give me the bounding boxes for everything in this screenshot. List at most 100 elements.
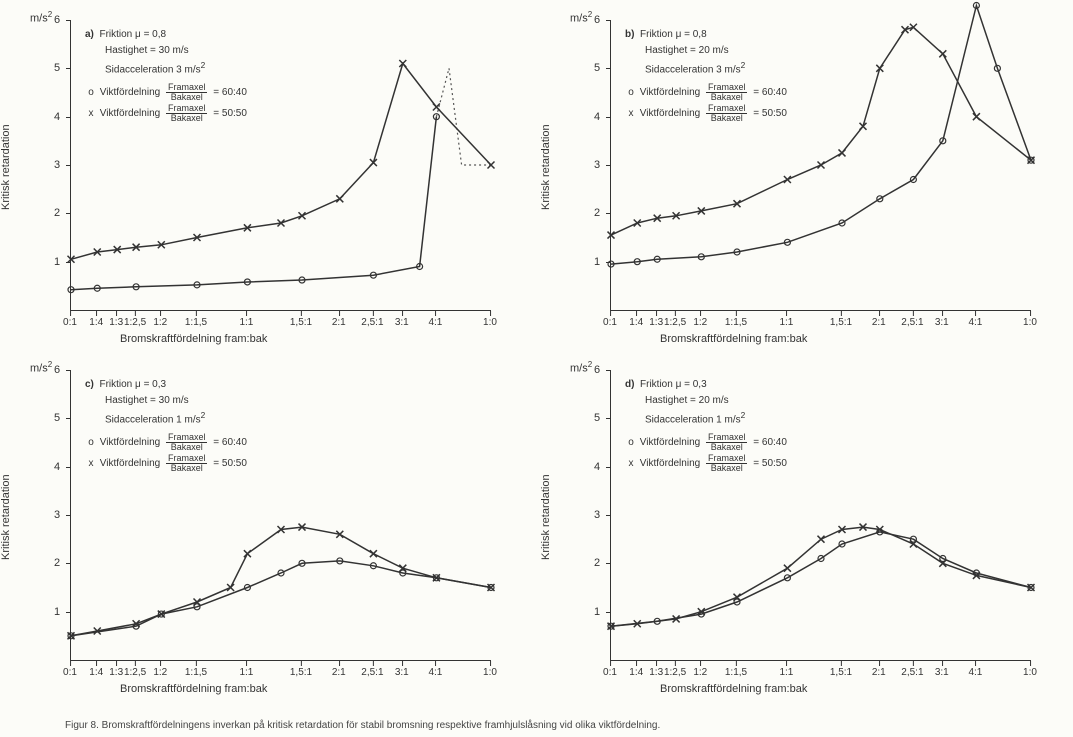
x-tick: 1:0 <box>483 317 497 328</box>
legend-line: Hastighet = 20 m/s <box>645 394 787 408</box>
marker-x <box>370 550 377 557</box>
marker-x <box>244 550 251 557</box>
y-tick: 1 <box>54 606 60 618</box>
panel-tag: d) Friktion μ = 0,3 <box>625 378 787 392</box>
chart-panel-c: m/s2Kritisk retardation1234560:11:41:31:… <box>10 360 520 700</box>
marker-x <box>784 176 791 183</box>
panel-tag: c) Friktion μ = 0,3 <box>85 378 247 392</box>
series-line <box>611 532 1031 626</box>
y-tick: 4 <box>594 111 600 123</box>
x-tick: 3:1 <box>395 317 409 328</box>
chart-legend: b) Friktion μ = 0,8Hastighet = 20 m/sSid… <box>625 28 787 125</box>
legend-series-x: x Viktfördelning FramaxelBakaxel = 50:50 <box>85 104 247 123</box>
y-axis-label: Kritisk retardation <box>0 124 12 210</box>
chart-panel-b: m/s2Kritisk retardation1234560:11:41:31:… <box>550 10 1060 350</box>
marker-x <box>227 584 234 591</box>
legend-series-o: o Viktfördelning FramaxelBakaxel = 60:40 <box>85 433 247 452</box>
y-tick: 5 <box>54 412 60 424</box>
legend-series-o: o Viktfördelning FramaxelBakaxel = 60:40 <box>625 433 787 452</box>
marker-x <box>910 541 917 548</box>
series-line <box>71 117 436 290</box>
figure-caption: Figur 8. Bromskraftfördelningens inverka… <box>65 720 660 733</box>
chart-legend: c) Friktion μ = 0,3 Hastighet = 30 m/s Sid… <box>85 378 247 475</box>
marker-x <box>608 232 615 239</box>
panel-tag: b) Friktion μ = 0,8 <box>625 28 787 42</box>
legend-line: Sidacceleration 3 m/s2 <box>105 60 247 77</box>
x-tick: 1:3 <box>109 317 123 328</box>
x-tick: 2,5:1 <box>361 317 383 328</box>
x-tick: 1:1,5 <box>725 667 747 678</box>
x-tick: 1:2,5 <box>124 317 146 328</box>
x-tick: 1,5:1 <box>830 317 852 328</box>
x-tick: 1:2 <box>153 317 167 328</box>
series-line <box>611 527 1031 626</box>
y-tick: 3 <box>54 509 60 521</box>
figure-page: m/s2Kritisk retardation1234560:11:41:31:… <box>10 10 1063 727</box>
y-unit-label: m/s2 <box>30 10 52 25</box>
x-tick: 1:1 <box>779 667 793 678</box>
x-tick: 1,5:1 <box>290 317 312 328</box>
chart-legend: a) Friktion μ = 0,8Hastighet = 30 m/sSid… <box>85 28 247 125</box>
y-unit-label: m/s2 <box>570 360 592 375</box>
x-tick: 1,5:1 <box>830 667 852 678</box>
x-tick: 1,5:1 <box>290 667 312 678</box>
legend-series-x: x Viktfördelning FramaxelBakaxel = 50:50 <box>625 104 787 123</box>
x-tick: 4:1 <box>968 667 982 678</box>
x-tick: 1:1,5 <box>185 667 207 678</box>
x-tick: 1:3 <box>649 317 663 328</box>
x-tick: 1:4 <box>89 317 103 328</box>
x-tick: 1:2,5 <box>124 667 146 678</box>
y-tick: 4 <box>594 461 600 473</box>
y-tick: 6 <box>594 14 600 26</box>
x-tick: 1:0 <box>483 667 497 678</box>
y-tick: 1 <box>594 606 600 618</box>
x-tick: 2:1 <box>332 317 346 328</box>
x-tick: 3:1 <box>395 667 409 678</box>
y-tick: 3 <box>594 509 600 521</box>
y-tick: 1 <box>594 256 600 268</box>
y-unit-label: m/s2 <box>570 10 592 25</box>
legend-line: Sidacceleration 1 m/s2 <box>645 410 787 427</box>
y-tick: 2 <box>594 207 600 219</box>
x-tick: 1:0 <box>1023 317 1037 328</box>
x-axis-label: Bromskraftfördelning fram:bak <box>660 683 807 695</box>
x-tick: 1:2 <box>693 317 707 328</box>
x-tick: 1:1 <box>239 667 253 678</box>
legend-line: Hastighet = 30 m/s <box>105 394 247 408</box>
marker-x <box>818 162 825 169</box>
x-tick: 2:1 <box>332 667 346 678</box>
marker-x <box>336 195 343 202</box>
x-tick: 0:1 <box>603 317 617 328</box>
x-tick: 0:1 <box>63 667 77 678</box>
x-tick: 1:1,5 <box>725 317 747 328</box>
x-tick: 2,5:1 <box>901 317 923 328</box>
x-tick: 1:4 <box>629 667 643 678</box>
marker-x <box>939 560 946 567</box>
y-axis-label: Kritisk retardation <box>540 124 552 210</box>
legend-line: Sidacceleration 1 m/s2 <box>105 410 247 427</box>
x-tick: 1:4 <box>629 317 643 328</box>
x-tick: 2:1 <box>872 667 886 678</box>
x-tick: 2,5:1 <box>361 667 383 678</box>
marker-x <box>973 113 980 120</box>
legend-series-x: x Viktfördelning FramaxelBakaxel = 50:50 <box>625 454 787 473</box>
y-tick: 6 <box>54 14 60 26</box>
x-tick: 2:1 <box>872 317 886 328</box>
x-tick: 1:2,5 <box>664 667 686 678</box>
panel-tag: a) Friktion μ = 0,8 <box>85 28 247 42</box>
y-tick: 2 <box>594 557 600 569</box>
chart-legend: d) Friktion μ = 0,3 Hastighet = 20 m/s Sid… <box>625 378 787 475</box>
marker-x <box>734 594 741 601</box>
x-tick: 1:4 <box>89 667 103 678</box>
x-tick: 2,5:1 <box>901 667 923 678</box>
x-tick: 1:1,5 <box>185 317 207 328</box>
y-axis-label: Kritisk retardation <box>0 474 12 560</box>
y-tick: 6 <box>54 364 60 376</box>
y-tick: 5 <box>594 412 600 424</box>
x-axis-label: Bromskraftfördelning fram:bak <box>120 683 267 695</box>
x-tick: 0:1 <box>63 317 77 328</box>
chart-panel-a: m/s2Kritisk retardation1234560:11:41:31:… <box>10 10 520 350</box>
marker-x <box>839 149 846 156</box>
y-tick: 5 <box>594 62 600 74</box>
legend-line: Sidacceleration 3 m/s2 <box>645 60 787 77</box>
